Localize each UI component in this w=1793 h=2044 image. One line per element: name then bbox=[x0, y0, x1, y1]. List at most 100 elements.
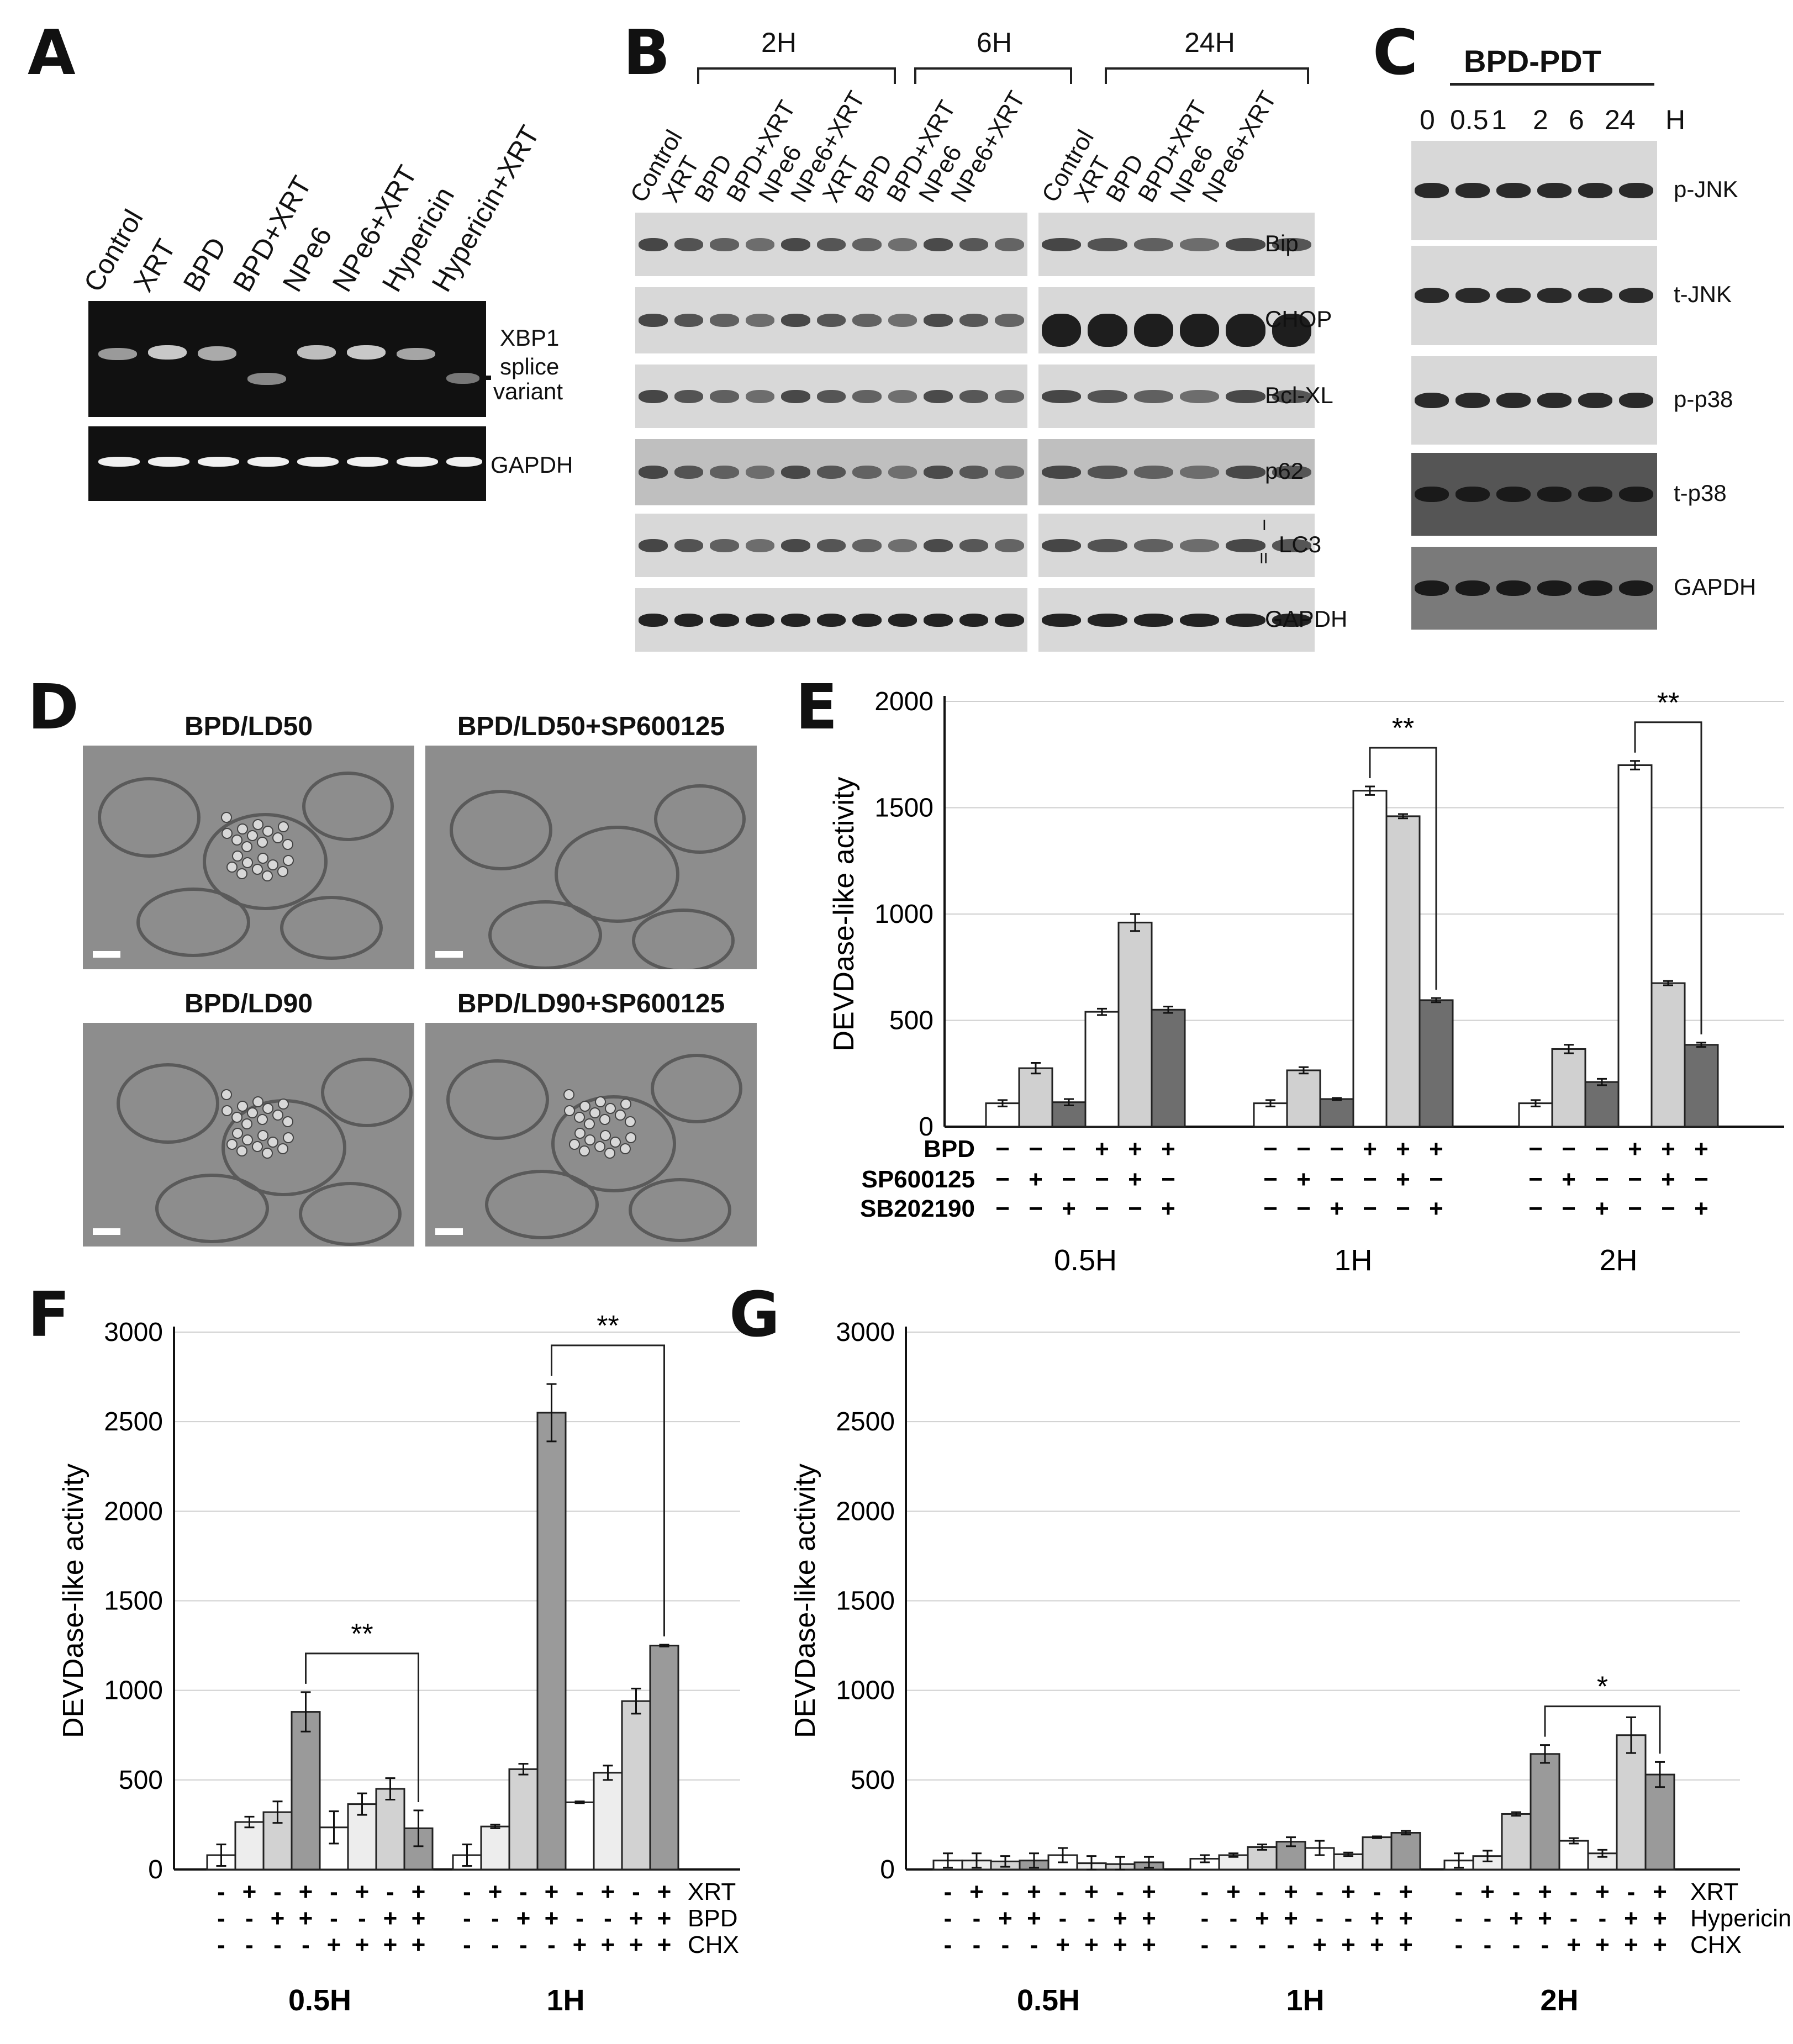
band bbox=[1226, 538, 1265, 552]
bar bbox=[1684, 1044, 1719, 1128]
band bbox=[710, 237, 739, 251]
cell-outline bbox=[136, 888, 250, 957]
vacuole bbox=[605, 1103, 616, 1114]
band bbox=[1578, 487, 1612, 502]
bar bbox=[480, 1825, 510, 1871]
cell-outline bbox=[203, 813, 328, 910]
condition-sign: + bbox=[412, 1878, 426, 1905]
band bbox=[745, 237, 775, 251]
condition-label: SB202190 bbox=[860, 1195, 975, 1222]
condition-sign: + bbox=[601, 1878, 615, 1905]
y-tick-label: 500 bbox=[851, 1766, 895, 1795]
condition-sign: + bbox=[1399, 1931, 1413, 1958]
condition-sign: - bbox=[1627, 1878, 1636, 1905]
band bbox=[1415, 580, 1449, 596]
band bbox=[888, 314, 917, 327]
condition-sign: + bbox=[545, 1905, 559, 1932]
panel-b-blot-lc3 bbox=[1038, 514, 1315, 577]
condition-sign: + bbox=[1226, 1878, 1241, 1905]
condition-sign: - bbox=[273, 1878, 282, 1905]
bar bbox=[1617, 764, 1653, 1128]
condition-label: XRT bbox=[688, 1878, 736, 1905]
panel-b-lc3-ii: II bbox=[1259, 550, 1268, 567]
band bbox=[1042, 613, 1082, 627]
vacuole bbox=[237, 1101, 248, 1112]
condition-sign: + bbox=[998, 1905, 1012, 1932]
condition-sign: + bbox=[1624, 1931, 1638, 1958]
band bbox=[781, 314, 810, 327]
condition-sign: - bbox=[547, 1931, 556, 1958]
chart-f: 0 500 1000 1500 2000 2500 3000 DEVDase-like act… bbox=[57, 1310, 740, 2017]
panel-b-blot-bcl-xl bbox=[1038, 365, 1315, 428]
cell-outline bbox=[299, 1182, 402, 1246]
panel-b-row-label: CHOP bbox=[1265, 306, 1332, 332]
band bbox=[1415, 183, 1449, 198]
panel-b-blot-bcl-xl bbox=[635, 365, 1027, 428]
panel-c-title-rule bbox=[1450, 83, 1654, 86]
condition-sign: + bbox=[1562, 1166, 1576, 1193]
condition-sign: − bbox=[1330, 1135, 1344, 1163]
vacuole bbox=[242, 1134, 253, 1145]
vacuole bbox=[222, 828, 233, 839]
condition-sign: - bbox=[273, 1931, 282, 1958]
vacuole bbox=[231, 1112, 242, 1123]
vacuole bbox=[584, 1134, 595, 1145]
band bbox=[1088, 466, 1127, 479]
band bbox=[1456, 487, 1490, 502]
band bbox=[1578, 580, 1612, 596]
y-axis-label: DEVDase-like activity bbox=[57, 1464, 89, 1738]
vacuole bbox=[231, 834, 242, 846]
condition-sign: + bbox=[1084, 1931, 1099, 1958]
band bbox=[1133, 389, 1173, 403]
condition-sign: + bbox=[1399, 1905, 1413, 1932]
band bbox=[1088, 237, 1127, 251]
vacuole bbox=[569, 1139, 580, 1150]
condition-sign: + bbox=[1312, 1931, 1327, 1958]
vacuole bbox=[236, 868, 247, 879]
condition-sign: + bbox=[1429, 1135, 1443, 1163]
band bbox=[995, 613, 1024, 627]
panel-c-blot-p-p38 bbox=[1411, 356, 1657, 445]
cell-outline bbox=[280, 896, 383, 960]
condition-sign: − bbox=[1628, 1195, 1642, 1222]
band bbox=[1042, 389, 1082, 403]
band bbox=[924, 237, 953, 251]
cell-outline bbox=[155, 1174, 269, 1243]
group-label: 2H bbox=[1540, 1984, 1578, 2017]
band bbox=[745, 538, 775, 552]
band bbox=[995, 237, 1024, 251]
y-axis-label: DEVDase-like activity bbox=[789, 1464, 821, 1738]
band bbox=[852, 237, 882, 251]
panel-a-variant-label: variant bbox=[493, 378, 563, 404]
band bbox=[1496, 288, 1531, 303]
condition-sign: − bbox=[995, 1166, 1010, 1193]
condition-sign: + bbox=[1284, 1878, 1298, 1905]
y-tick-label: 0 bbox=[919, 1112, 934, 1142]
band bbox=[1496, 393, 1531, 408]
band bbox=[959, 538, 989, 552]
condition-sign: − bbox=[1562, 1135, 1576, 1163]
band bbox=[710, 613, 739, 627]
condition-sign: + bbox=[1255, 1905, 1269, 1932]
band bbox=[1537, 183, 1571, 198]
condition-sign: - bbox=[245, 1905, 254, 1932]
vacuole bbox=[282, 839, 293, 850]
condition-sign: - bbox=[973, 1931, 981, 1958]
band bbox=[781, 466, 810, 479]
bar bbox=[1385, 815, 1421, 1128]
condition-sign: + bbox=[271, 1905, 285, 1932]
vacuole bbox=[625, 1116, 636, 1127]
panel-c-blot-t-jnk bbox=[1411, 246, 1657, 345]
scale-bar bbox=[93, 1228, 120, 1235]
condition-sign: - bbox=[1484, 1905, 1492, 1932]
panel-b-blot-chop bbox=[635, 287, 1027, 353]
band bbox=[781, 389, 810, 403]
condition-sign: − bbox=[1595, 1166, 1609, 1193]
vacuole bbox=[579, 1145, 590, 1156]
panel-b-bracket-6h bbox=[914, 67, 1072, 84]
condition-sign: + bbox=[1161, 1135, 1175, 1163]
band bbox=[674, 314, 704, 327]
vacuole bbox=[241, 841, 252, 852]
band bbox=[674, 389, 704, 403]
condition-sign: + bbox=[488, 1878, 503, 1905]
